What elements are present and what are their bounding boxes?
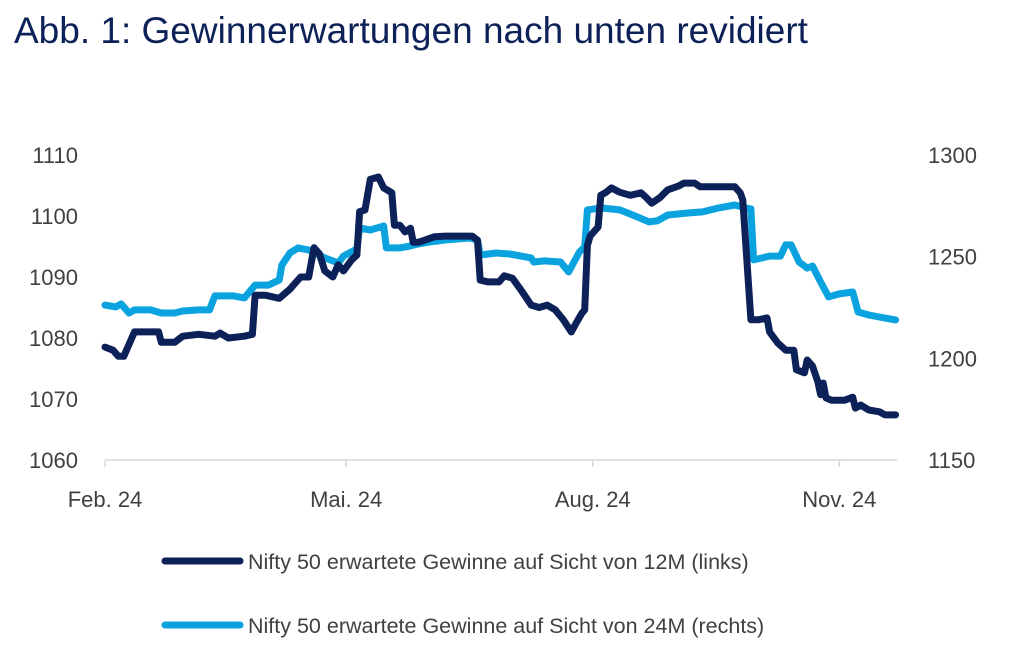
x-tick-label: Feb. 24 [68,487,143,512]
y-right-tick-label: 1150 [928,448,975,473]
y-left-tick-label: 1110 [32,143,78,168]
series-line-12m [101,173,900,419]
y-right-tick-label: 1200 [928,346,977,371]
y-left-tick-label: 1100 [31,204,78,229]
y-left-tick-label: 1060 [29,448,78,473]
x-tick-label: Aug. 24 [555,487,631,512]
legend-label-24m: Nifty 50 erwartete Gewinne auf Sicht von… [248,614,764,638]
series-lines [101,173,900,419]
chart-title: Abb. 1: Gewinnerwartungen nach unten rev… [14,10,808,51]
series-line-24m [101,201,900,324]
y-left-tick-label: 1090 [29,265,78,290]
y-right-tick-label: 1250 [928,245,977,270]
axes: Feb. 24 Mai. 24 Aug. 24 Nov. 24 1060 1070 1080… [29,143,977,512]
y-right-tick-label: 1300 [928,143,977,168]
y-left-tick-label: 1070 [29,387,78,412]
legend: Nifty 50 erwartete Gewinne auf Sicht von… [161,550,764,638]
x-tick-label: Nov. 24 [802,487,876,512]
legend-label-12m: Nifty 50 erwartete Gewinne auf Sicht von… [248,550,749,574]
x-tick-label: Mai. 24 [310,487,382,512]
y-left-tick-label: 1080 [29,326,78,351]
